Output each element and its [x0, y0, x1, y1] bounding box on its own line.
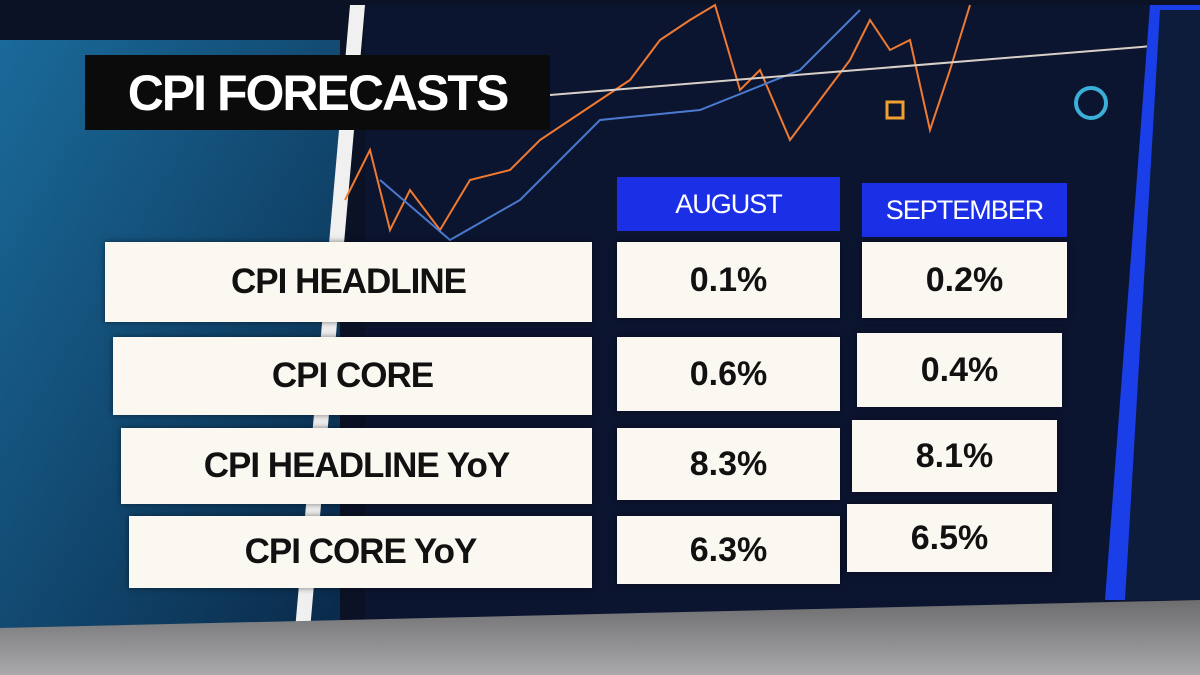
row-label: CPI HEADLINE YoY	[121, 428, 592, 504]
cell-value: 0.2%	[862, 242, 1067, 318]
cell-value: 6.5%	[847, 504, 1052, 572]
cell-value: 8.1%	[852, 420, 1057, 492]
cell-value: 0.6%	[617, 337, 840, 411]
title: CPI FORECASTS	[85, 55, 550, 130]
column-header: SEPTEMBER	[862, 183, 1067, 237]
row-label: CPI HEADLINE	[105, 242, 592, 322]
row-label: CPI CORE YoY	[129, 516, 592, 588]
cell-value: 6.3%	[617, 516, 840, 584]
row-label: CPI CORE	[113, 337, 592, 415]
cell-value: 0.1%	[617, 242, 840, 318]
cell-value: 0.4%	[857, 333, 1062, 407]
cell-value: 8.3%	[617, 428, 840, 500]
column-header: AUGUST	[617, 177, 840, 231]
